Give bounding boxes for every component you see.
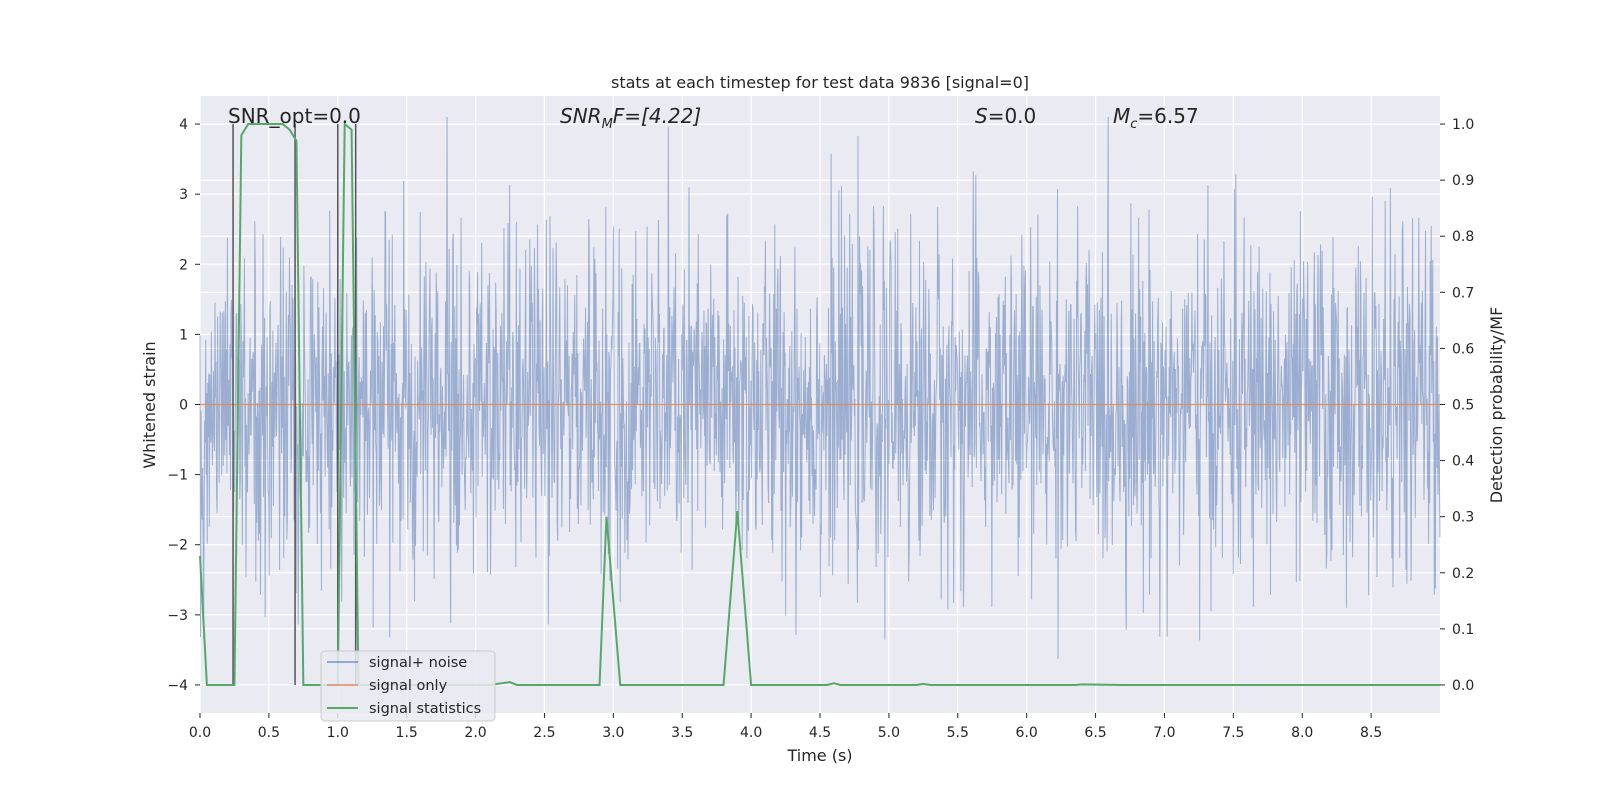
annotation-snr-mf: SNRMF=[4.22] xyxy=(560,104,701,132)
legend-label-signal-only: signal only xyxy=(369,678,448,694)
y-left-tick-label-5: 1 xyxy=(179,327,188,343)
snr-mf-rest: F=[4.22] xyxy=(613,104,701,128)
x-tick-label-2: 1.0 xyxy=(327,725,349,741)
annotation-mc: Mc=6.57 xyxy=(1113,104,1199,132)
x-axis-label: Time (s) xyxy=(786,746,852,765)
y-right-tick-label-5: 0.5 xyxy=(1452,398,1474,414)
y-right-tick-label-6: 0.6 xyxy=(1452,341,1474,357)
x-tick-label-0: 0.0 xyxy=(189,725,211,741)
y-left-tick-label-7: 3 xyxy=(179,187,188,203)
y-right-tick-label-0: 0.0 xyxy=(1452,678,1474,694)
y-left-tick-label-0: −4 xyxy=(167,678,188,694)
y-right-tick-label-7: 0.7 xyxy=(1452,285,1474,301)
x-tick-label-16: 8.0 xyxy=(1291,725,1313,741)
y-left-tick-label-6: 2 xyxy=(179,257,188,273)
signal-plus-noise-line xyxy=(199,117,1441,659)
x-axis-ticks: 0.0 0.5 1.0 1.5 2.0 2.5 3.0 3.5 4.0 4.5 5.0 5.5 6.0 6… xyxy=(189,713,1382,741)
y-left-tick-label-3: −1 xyxy=(167,468,188,484)
snr-mf-sub: M xyxy=(602,117,613,132)
s-rest: =0.0 xyxy=(988,104,1037,128)
legend-label-signal-plus-noise: signal+ noise xyxy=(369,655,467,671)
y-right-tick-label-2: 0.2 xyxy=(1452,566,1474,582)
x-tick-label-1: 0.5 xyxy=(258,725,280,741)
s-main: S xyxy=(975,104,988,128)
mc-rest: =6.57 xyxy=(1137,104,1198,128)
y-left-tick-label-8: 4 xyxy=(179,117,188,133)
y-axis-right-label: Detection probability/MF xyxy=(1487,307,1506,504)
legend-label-signal-statistics: signal statistics xyxy=(369,701,481,717)
snr-mf-main: SNR xyxy=(560,104,602,128)
x-tick-label-4: 2.0 xyxy=(464,725,486,741)
x-tick-label-5: 2.5 xyxy=(533,725,555,741)
y-left-tick-label-2: −2 xyxy=(167,538,188,554)
x-tick-label-3: 1.5 xyxy=(396,725,418,741)
mc-sub: c xyxy=(1130,117,1137,132)
x-tick-label-11: 5.5 xyxy=(947,725,969,741)
x-tick-label-17: 8.5 xyxy=(1360,725,1382,741)
chart-title: stats at each timestep for test data 983… xyxy=(611,73,1029,92)
annotation-s: S=0.0 xyxy=(975,104,1036,128)
x-tick-label-8: 4.0 xyxy=(740,725,762,741)
series-signal-plus-noise xyxy=(199,117,1441,659)
y-right-tick-label-10: 1.0 xyxy=(1452,117,1474,133)
x-tick-label-7: 3.5 xyxy=(671,725,693,741)
mc-main: M xyxy=(1113,104,1130,128)
annotation-snr-opt: SNR_opt=0.0 xyxy=(228,104,361,128)
x-tick-label-13: 6.5 xyxy=(1084,725,1106,741)
legend-box xyxy=(320,650,496,722)
y-axis-left-label: Whitened strain xyxy=(140,341,159,468)
y-right-tick-label-1: 0.1 xyxy=(1452,622,1474,638)
y-axis-right-ticks: 0.0 0.1 0.2 0.3 0.4 0.5 0.6 0.7 0.8 0.9 1.0 xyxy=(1440,117,1474,694)
y-axis-left-ticks: −4 −3 −2 −1 0 1 2 3 4 xyxy=(167,117,200,694)
x-tick-label-15: 7.5 xyxy=(1222,725,1244,741)
x-tick-label-12: 6.0 xyxy=(1016,725,1038,741)
legend: signal+ noise signal only signal statist… xyxy=(320,650,496,722)
y-left-tick-label-1: −3 xyxy=(167,608,188,624)
y-right-tick-label-3: 0.3 xyxy=(1452,510,1474,526)
y-right-tick-label-4: 0.4 xyxy=(1452,454,1474,470)
y-right-tick-label-8: 0.8 xyxy=(1452,229,1474,245)
x-tick-label-6: 3.0 xyxy=(602,725,624,741)
y-right-tick-label-9: 0.9 xyxy=(1452,173,1474,189)
x-tick-label-14: 7.0 xyxy=(1153,725,1175,741)
x-tick-label-10: 5.0 xyxy=(878,725,900,741)
x-tick-label-9: 4.5 xyxy=(809,725,831,741)
y-left-tick-label-4: 0 xyxy=(179,398,188,414)
